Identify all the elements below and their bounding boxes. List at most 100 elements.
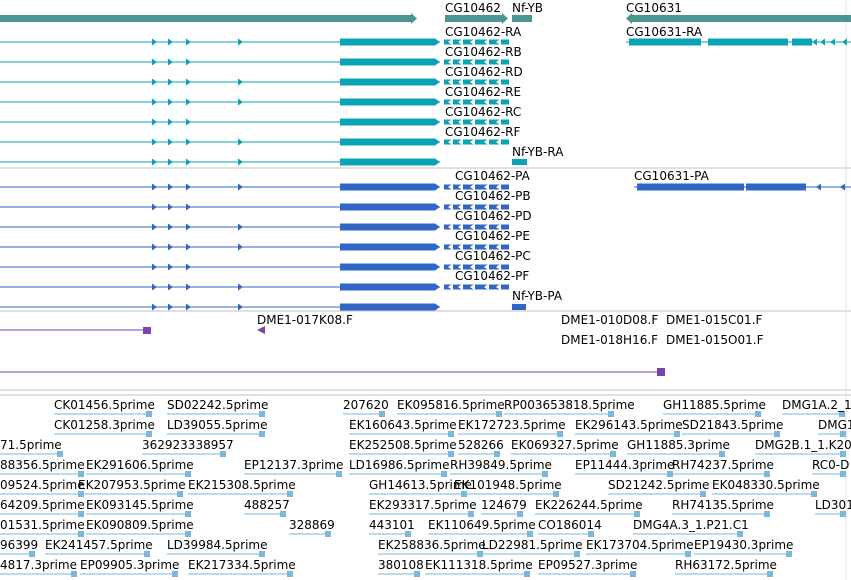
est-end[interactable] — [144, 551, 150, 557]
exon-block[interactable] — [340, 138, 435, 146]
est-end[interactable] — [840, 471, 846, 477]
est-end[interactable] — [71, 571, 77, 577]
est-end[interactable] — [259, 411, 265, 417]
est-end[interactable] — [786, 551, 792, 557]
exon-block[interactable] — [444, 224, 509, 230]
est-end[interactable] — [468, 511, 474, 517]
est-end[interactable] — [448, 451, 454, 457]
clone-end[interactable] — [257, 326, 265, 334]
est-end[interactable] — [220, 451, 226, 457]
gene-bar[interactable] — [512, 15, 532, 22]
exon-block[interactable] — [340, 243, 435, 251]
est-end[interactable] — [774, 431, 780, 437]
exon-block[interactable] — [444, 244, 509, 250]
exon-block[interactable] — [512, 159, 527, 165]
est-end[interactable] — [840, 451, 846, 457]
exon-block[interactable] — [444, 139, 509, 145]
transcript-track-b[interactable] — [0, 183, 851, 311]
exon-block[interactable] — [444, 204, 509, 210]
est-end[interactable] — [146, 431, 152, 437]
est-end[interactable] — [185, 531, 191, 537]
exon-block[interactable] — [340, 38, 435, 46]
est-end[interactable] — [719, 451, 725, 457]
est-end[interactable] — [496, 411, 502, 417]
est-end[interactable] — [634, 511, 640, 517]
exon-block[interactable] — [340, 183, 435, 191]
est-end[interactable] — [840, 511, 846, 517]
est-end[interactable] — [494, 451, 500, 457]
gene-bar[interactable] — [632, 15, 851, 22]
exon-block[interactable] — [512, 304, 526, 310]
exon-block[interactable] — [444, 119, 509, 125]
est-end[interactable] — [755, 411, 761, 417]
est-end[interactable] — [29, 551, 35, 557]
exon-block[interactable] — [340, 118, 435, 126]
exon-block[interactable] — [340, 303, 435, 311]
est-end[interactable] — [767, 571, 773, 577]
est-end[interactable] — [259, 431, 265, 437]
est-end[interactable] — [557, 431, 563, 437]
est-end[interactable] — [553, 491, 559, 497]
est-end[interactable] — [610, 451, 616, 457]
est-end[interactable] — [336, 471, 342, 477]
exon-block[interactable] — [746, 183, 806, 191]
est-end[interactable] — [588, 531, 594, 537]
est-end[interactable] — [379, 411, 385, 417]
est-end[interactable] — [811, 491, 817, 497]
est-end[interactable] — [287, 491, 293, 497]
est-end[interactable] — [57, 451, 63, 457]
exon-block[interactable] — [340, 283, 435, 291]
est-end[interactable] — [78, 471, 84, 477]
clone-end[interactable] — [143, 327, 151, 334]
est-end[interactable] — [839, 411, 845, 417]
est-end[interactable] — [185, 511, 191, 517]
est-end[interactable] — [542, 471, 548, 477]
clone-track[interactable] — [0, 326, 665, 376]
est-end[interactable] — [78, 531, 84, 537]
est-end[interactable] — [287, 571, 293, 577]
est-end[interactable] — [630, 571, 636, 577]
gene-track[interactable] — [0, 13, 851, 24]
transcript-track-a[interactable] — [0, 38, 851, 166]
est-end[interactable] — [441, 471, 447, 477]
est-end[interactable] — [185, 471, 191, 477]
exon-block[interactable] — [340, 223, 435, 231]
est-end[interactable] — [280, 511, 286, 517]
est-end[interactable] — [414, 571, 420, 577]
est-end[interactable] — [764, 471, 770, 477]
exon-block[interactable] — [444, 264, 509, 270]
est-track[interactable] — [0, 411, 846, 577]
exon-block[interactable] — [444, 59, 509, 65]
exon-block[interactable] — [792, 38, 812, 46]
exon-block[interactable] — [340, 58, 435, 66]
est-end[interactable] — [524, 571, 530, 577]
est-end[interactable] — [667, 471, 673, 477]
exon-block[interactable] — [444, 39, 509, 45]
est-end[interactable] — [574, 551, 580, 557]
est-end[interactable] — [448, 431, 454, 437]
est-end[interactable] — [146, 411, 152, 417]
est-end[interactable] — [608, 411, 614, 417]
exon-block[interactable] — [708, 38, 788, 46]
est-end[interactable] — [674, 431, 680, 437]
est-end[interactable] — [517, 511, 523, 517]
est-end[interactable] — [177, 491, 183, 497]
exon-block[interactable] — [444, 79, 509, 85]
clone-end[interactable] — [657, 368, 665, 376]
est-end[interactable] — [477, 551, 483, 557]
gene-bar[interactable] — [0, 15, 413, 22]
exon-block[interactable] — [340, 158, 435, 166]
est-end[interactable] — [405, 531, 411, 537]
est-end[interactable] — [527, 531, 533, 537]
exon-block[interactable] — [629, 38, 701, 46]
exon-block[interactable] — [444, 184, 509, 190]
est-end[interactable] — [764, 511, 770, 517]
exon-block[interactable] — [340, 203, 435, 211]
exon-block[interactable] — [444, 284, 509, 290]
est-end[interactable] — [737, 531, 743, 537]
est-end[interactable] — [685, 551, 691, 557]
est-end[interactable] — [172, 571, 178, 577]
exon-block[interactable] — [340, 98, 435, 106]
est-end[interactable] — [259, 551, 265, 557]
